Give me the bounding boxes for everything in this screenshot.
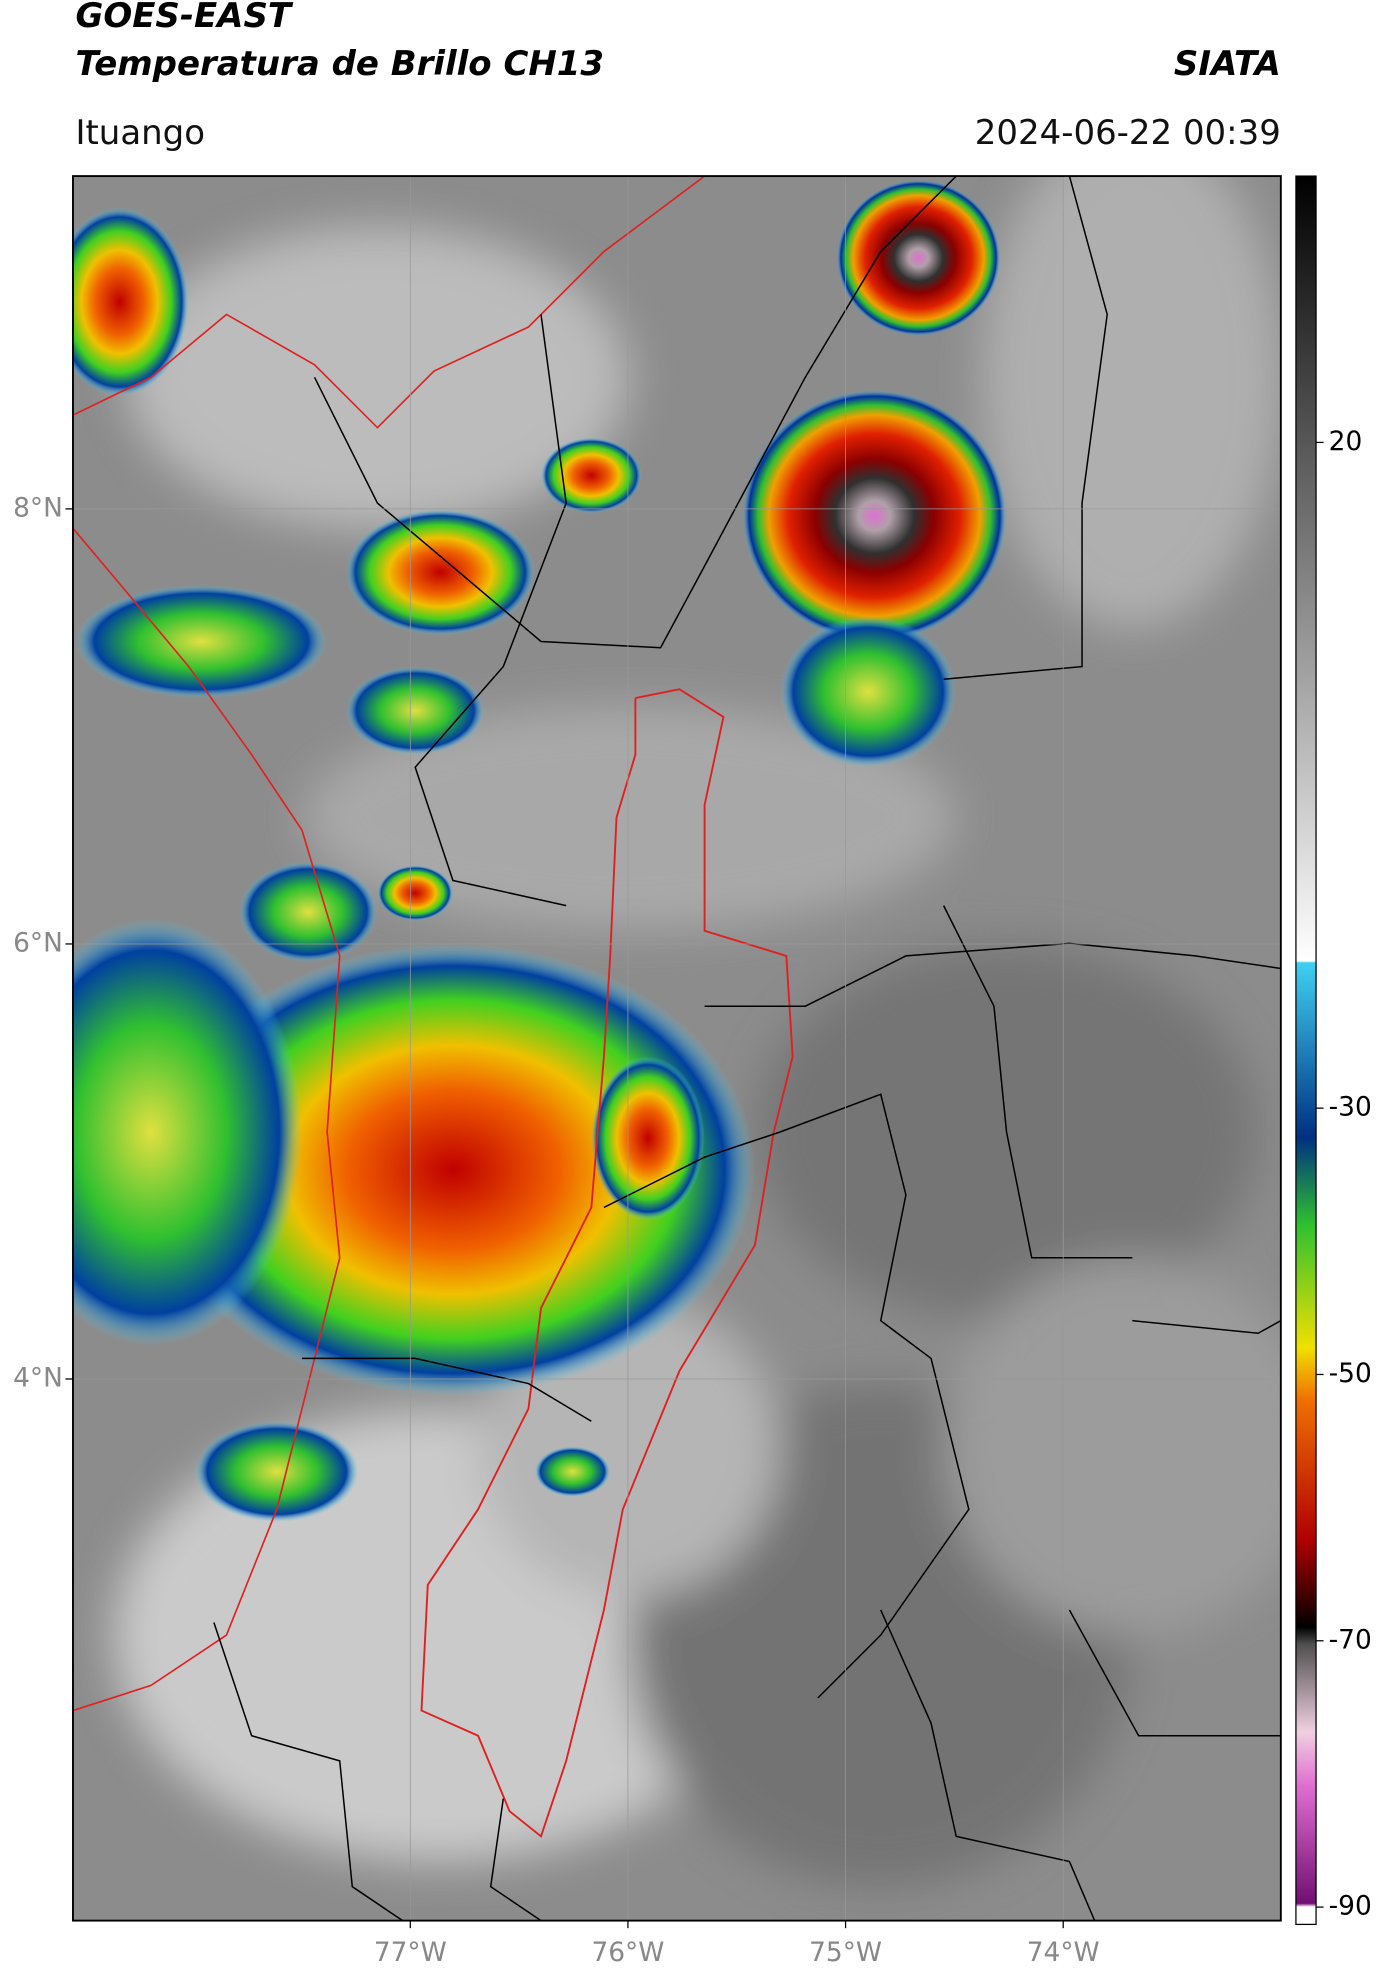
timestamp: 2024-06-22 00:39 <box>975 113 1281 153</box>
satellite-image <box>72 176 1281 1921</box>
x-tick-label: 75°W <box>809 1937 882 1968</box>
agency: SIATA <box>1174 44 1281 84</box>
colorbar-tick-label: 20 <box>1329 426 1363 457</box>
x-tick-label: 74°W <box>1027 1937 1100 1968</box>
title: GOES-EAST <box>75 0 293 36</box>
colorbar <box>1295 175 1317 1926</box>
y-tick-label: 4°N <box>13 1362 63 1393</box>
colorbar-tick-label: -50 <box>1329 1358 1372 1389</box>
colorbar-tick-label: -30 <box>1329 1092 1372 1123</box>
x-tick-label: 76°W <box>591 1937 664 1968</box>
colorbar-tick-label: -70 <box>1329 1624 1372 1655</box>
x-tick-label: 77°W <box>374 1937 447 1968</box>
y-tick-label: 8°N <box>13 492 63 523</box>
grid <box>72 176 1281 1921</box>
title: Temperatura de Brillo CH13 <box>75 44 604 84</box>
map-frame <box>72 175 1282 1922</box>
y-tick-label: 6°N <box>13 927 63 958</box>
colorbar-tick-label: -90 <box>1329 1891 1372 1922</box>
location: Ituango <box>75 113 205 153</box>
